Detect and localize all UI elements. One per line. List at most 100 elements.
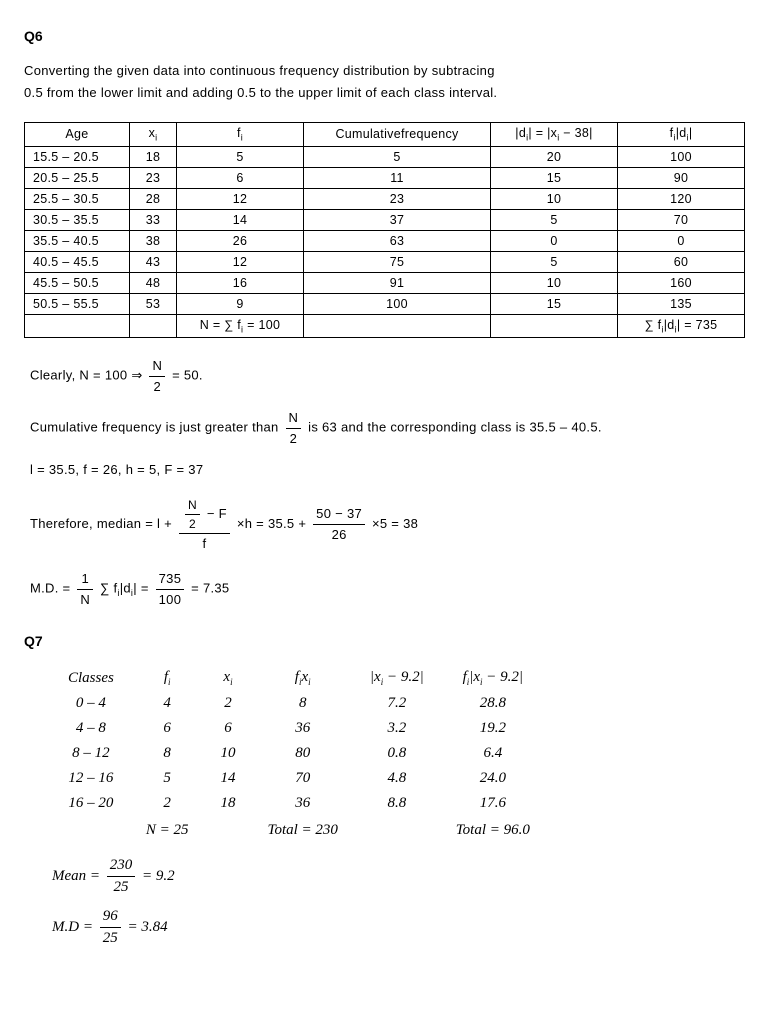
cell: 14 — [177, 209, 304, 230]
cell: 3.2 — [354, 716, 440, 741]
q7-heading: Q7 — [24, 633, 757, 649]
col-age: Age — [25, 123, 130, 147]
col-xi: xi — [130, 123, 177, 147]
cell: 75 — [304, 251, 491, 272]
cell: 0.8 — [354, 741, 440, 766]
cell: 50.5 – 55.5 — [25, 293, 130, 314]
cell: 28.8 — [440, 691, 546, 716]
cell: 4.8 — [354, 766, 440, 791]
q7-work-mean: Mean = 23025 = 9.2 — [52, 855, 757, 898]
cell: 16 — [177, 272, 304, 293]
cell: 70 — [251, 766, 353, 791]
cell: 19.2 — [440, 716, 546, 741]
cell: 25.5 – 30.5 — [25, 188, 130, 209]
cell: 135 — [618, 293, 745, 314]
cell: 18 — [130, 146, 177, 167]
cell: 5 — [491, 209, 618, 230]
col-dev: |xi − 9.2| — [354, 665, 440, 691]
table-row: 0 – 44287.228.8 — [52, 691, 546, 716]
q6-intro: Converting the given data into continuou… — [24, 60, 757, 104]
cell: 33 — [130, 209, 177, 230]
cell: 70 — [618, 209, 745, 230]
cell: 2 — [204, 691, 251, 716]
cell: 36 — [251, 716, 353, 741]
cell: 48 — [130, 272, 177, 293]
table-total-row: N = ∑ fi = 100 ∑ fi|di| = 735 — [25, 314, 745, 338]
q6-table: Age xi fi Cumulativefrequency |di| = |xi… — [24, 122, 745, 338]
cell: 100 — [304, 293, 491, 314]
cell: 20.5 – 25.5 — [25, 167, 130, 188]
cell: 28 — [130, 188, 177, 209]
col-fi: fi — [177, 123, 304, 147]
cell: 14 — [204, 766, 251, 791]
cell: 35.5 – 40.5 — [25, 230, 130, 251]
cell: 15.5 – 20.5 — [25, 146, 130, 167]
cell: 40.5 – 45.5 — [25, 251, 130, 272]
text: Converting the given data into continuou… — [24, 63, 495, 78]
fixi-total: Total = 230 — [251, 816, 353, 843]
cell: 6 — [130, 716, 205, 741]
cell: 0 — [491, 230, 618, 251]
table-row: 15.5 – 20.5185520100 — [25, 146, 745, 167]
table-row: 4 – 866363.219.2 — [52, 716, 546, 741]
col-fd: fi|di| — [618, 123, 745, 147]
n-total: N = ∑ fi = 100 — [177, 314, 304, 338]
cell: 10 — [491, 272, 618, 293]
col-cf: Cumulativefrequency — [304, 123, 491, 147]
cell: 90 — [618, 167, 745, 188]
cell: 10 — [491, 188, 618, 209]
col-classes: Classes — [52, 665, 130, 691]
q6-work-line3: l = 35.5, f = 26, h = 5, F = 37 — [30, 460, 757, 480]
table-row: 8 – 12810800.86.4 — [52, 741, 546, 766]
q6-heading: Q6 — [24, 28, 757, 44]
col-fi: fi — [130, 665, 205, 691]
table-header-row: Classes fi xi fixi |xi − 9.2| fi|xi − 9.… — [52, 665, 546, 691]
q7-work-md: M.D = 9625 = 3.84 — [52, 906, 757, 949]
cell: 0 — [618, 230, 745, 251]
table-row: 12 – 16514704.824.0 — [52, 766, 546, 791]
cell: 60 — [618, 251, 745, 272]
q6-work-line2: Cumulative frequency is just greater tha… — [30, 408, 757, 448]
cell: 7.2 — [354, 691, 440, 716]
cell: 10 — [204, 741, 251, 766]
q7-table: Classes fi xi fixi |xi − 9.2| fi|xi − 9.… — [52, 665, 546, 843]
cell: 6 — [177, 167, 304, 188]
cell: 5 — [491, 251, 618, 272]
table-header-row: Age xi fi Cumulativefrequency |di| = |xi… — [25, 123, 745, 147]
cell: 0 – 4 — [52, 691, 130, 716]
cell: 160 — [618, 272, 745, 293]
cell: 18 — [204, 791, 251, 816]
cell: 15 — [491, 293, 618, 314]
cell: 91 — [304, 272, 491, 293]
cell: 8.8 — [354, 791, 440, 816]
table-row: 16 – 20218368.817.6 — [52, 791, 546, 816]
table-row: 35.5 – 40.538266300 — [25, 230, 745, 251]
table-row: 50.5 – 55.553910015135 — [25, 293, 745, 314]
table-row: 30.5 – 35.5331437570 — [25, 209, 745, 230]
cell: 5 — [177, 146, 304, 167]
col-xi: xi — [204, 665, 251, 691]
text: 0.5 from the lower limit and adding 0.5 … — [24, 85, 497, 100]
cell: 4 — [130, 691, 205, 716]
cell: 53 — [130, 293, 177, 314]
cell: 36 — [251, 791, 353, 816]
cell: 16 – 20 — [52, 791, 130, 816]
cell: 80 — [251, 741, 353, 766]
q6-work-md: M.D. = 1N ∑ fi|di| = 735100 = 7.35 — [30, 569, 757, 609]
cell: 12 — [177, 251, 304, 272]
cell: 23 — [304, 188, 491, 209]
table-row: 25.5 – 30.528122310120 — [25, 188, 745, 209]
cell: 24.0 — [440, 766, 546, 791]
cell: 37 — [304, 209, 491, 230]
q6-work-median: Therefore, median = l + N2 − F f ×h = 35… — [30, 496, 757, 554]
fdev-total: Total = 96.0 — [440, 816, 546, 843]
cell: 100 — [618, 146, 745, 167]
cell: 12 – 16 — [52, 766, 130, 791]
cell: 23 — [130, 167, 177, 188]
table-row: 40.5 – 45.5431275560 — [25, 251, 745, 272]
cell: 45.5 – 50.5 — [25, 272, 130, 293]
cell: 12 — [177, 188, 304, 209]
cell: 30.5 – 35.5 — [25, 209, 130, 230]
cell: 8 – 12 — [52, 741, 130, 766]
cell: 120 — [618, 188, 745, 209]
